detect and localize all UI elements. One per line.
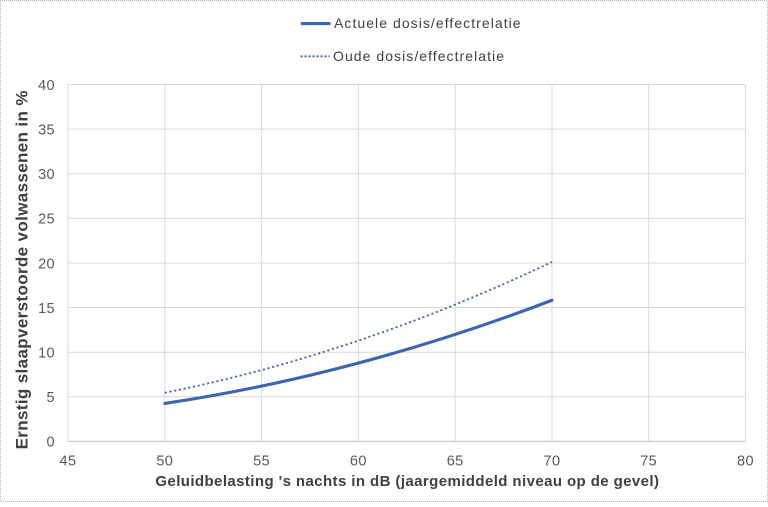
svg-text:40: 40 <box>38 78 55 94</box>
svg-text:Ernstig slaapverstoorde volwas: Ernstig slaapverstoorde volwassenen in % <box>13 90 32 449</box>
svg-text:Oude dosis/effectrelatie: Oude dosis/effectrelatie <box>333 48 505 64</box>
svg-text:Geluidbelasting 's nachts in d: Geluidbelasting 's nachts in dB (jaargem… <box>155 473 659 490</box>
svg-text:45: 45 <box>60 453 77 469</box>
svg-text:75: 75 <box>640 453 657 469</box>
svg-text:15: 15 <box>38 301 55 317</box>
svg-text:60: 60 <box>350 453 367 469</box>
svg-text:55: 55 <box>253 453 270 469</box>
svg-text:35: 35 <box>38 122 55 138</box>
svg-text:25: 25 <box>38 212 55 228</box>
svg-text:Actuele dosis/effectrelatie: Actuele dosis/effectrelatie <box>334 15 522 31</box>
svg-text:5: 5 <box>47 390 55 406</box>
svg-text:20: 20 <box>38 256 55 272</box>
svg-text:10: 10 <box>38 346 55 362</box>
svg-text:30: 30 <box>38 167 55 183</box>
svg-text:70: 70 <box>544 453 561 469</box>
svg-text:0: 0 <box>47 435 55 451</box>
svg-text:50: 50 <box>156 453 173 469</box>
svg-text:65: 65 <box>447 453 464 469</box>
svg-text:80: 80 <box>737 453 754 469</box>
